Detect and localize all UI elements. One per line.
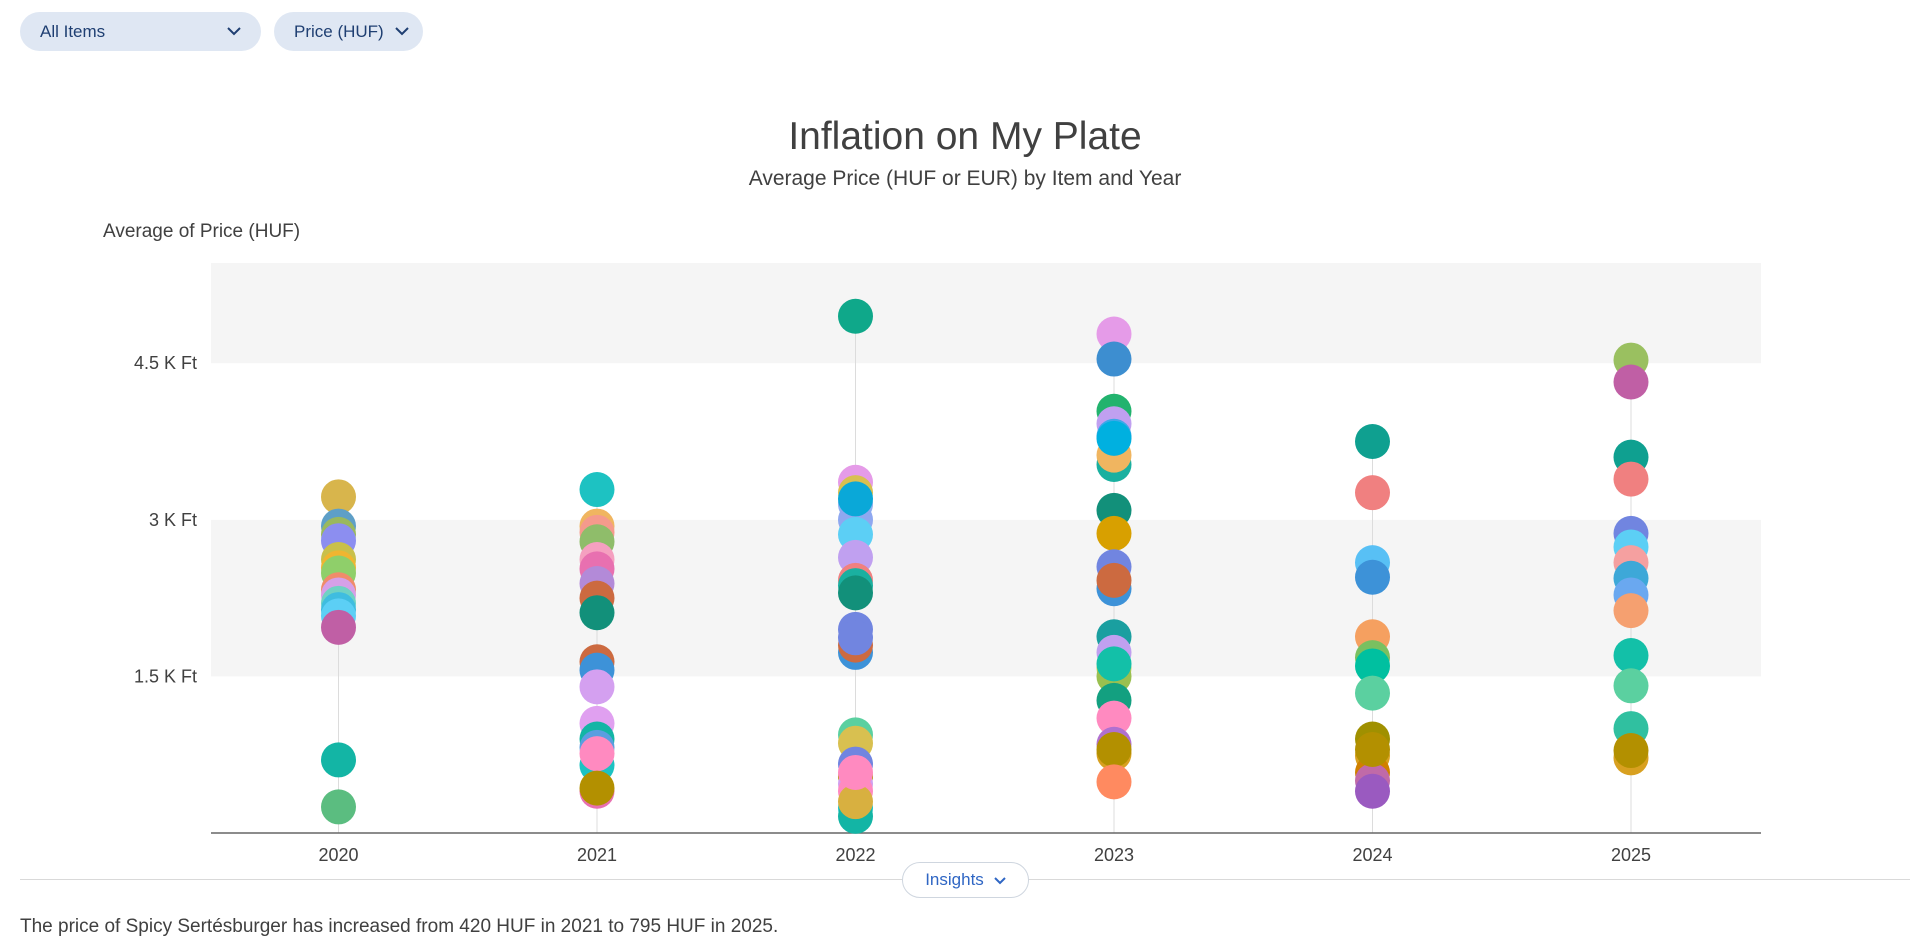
data-point — [1613, 461, 1649, 497]
data-point — [1096, 420, 1132, 456]
scatter-chart: 1.5 K Ft 3 K Ft 4.5 K Ft 2020 2021 2022 2023 20… — [133, 263, 1761, 865]
data-point — [838, 784, 873, 820]
insight-text: The price of Spicy Sertésburger has incr… — [20, 916, 779, 937]
x-tick-label: 2021 — [577, 845, 617, 865]
data-point — [1613, 364, 1649, 400]
data-point — [1355, 731, 1390, 767]
y-tick-label: 4.5 K Ft — [134, 353, 197, 373]
x-tick-label: 2020 — [318, 845, 358, 865]
data-point — [1096, 562, 1132, 598]
chart-subtitle: Average Price (HUF or EUR) by Item and Y… — [748, 167, 1182, 190]
x-tick-label: 2025 — [1611, 845, 1651, 865]
data-point — [1355, 675, 1390, 711]
data-point — [1355, 648, 1390, 684]
data-point — [1613, 638, 1649, 674]
chevron-down-icon — [395, 27, 409, 36]
data-point — [321, 479, 356, 515]
y-tick-label: 1.5 K Ft — [134, 666, 197, 686]
grid-band — [211, 519, 1761, 677]
metric-filter-dropdown[interactable]: Price (HUF) — [274, 12, 423, 51]
chart-title: Inflation on My Plate — [788, 115, 1142, 158]
data-point — [579, 736, 615, 772]
chevron-down-icon — [227, 27, 241, 36]
data-point — [321, 742, 356, 778]
data-point — [1355, 773, 1390, 809]
items-filter-dropdown[interactable]: All Items — [20, 12, 261, 51]
data-point — [1355, 559, 1390, 595]
data-point — [1355, 424, 1390, 460]
data-point — [1613, 668, 1649, 704]
grid-band — [211, 676, 1761, 833]
metric-filter-value: Price (HUF) — [294, 21, 384, 41]
data-point — [838, 481, 873, 517]
data-point — [321, 609, 356, 645]
data-point — [579, 472, 615, 508]
x-tick-label: 2023 — [1094, 845, 1134, 865]
data-point — [1355, 475, 1390, 511]
data-point — [1096, 731, 1132, 767]
x-tick-label: 2024 — [1352, 845, 1392, 865]
data-point — [838, 620, 873, 656]
data-point — [1096, 316, 1132, 352]
items-filter-value: All Items — [40, 21, 106, 41]
data-point — [1613, 593, 1649, 629]
grid-band — [211, 263, 1761, 364]
insights-button[interactable]: Insights — [902, 862, 1029, 898]
x-tick-label: 2022 — [835, 845, 875, 865]
data-point — [1096, 764, 1132, 800]
data-point — [838, 575, 873, 611]
data-point — [838, 298, 873, 334]
insights-label: Insights — [925, 870, 984, 889]
data-point — [579, 770, 615, 806]
data-point — [838, 754, 873, 790]
grid-band — [211, 363, 1761, 520]
y-axis-label: Average of Price (HUF) — [103, 221, 301, 242]
chevron-down-icon — [994, 870, 1006, 890]
data-point — [1613, 733, 1649, 769]
data-point — [321, 789, 356, 825]
data-point — [1096, 341, 1132, 377]
data-point — [579, 595, 615, 631]
data-point — [1096, 646, 1132, 682]
data-point — [1096, 515, 1132, 551]
data-point — [579, 669, 615, 705]
data-point — [1096, 700, 1132, 736]
y-tick-label: 3 K Ft — [149, 510, 197, 530]
